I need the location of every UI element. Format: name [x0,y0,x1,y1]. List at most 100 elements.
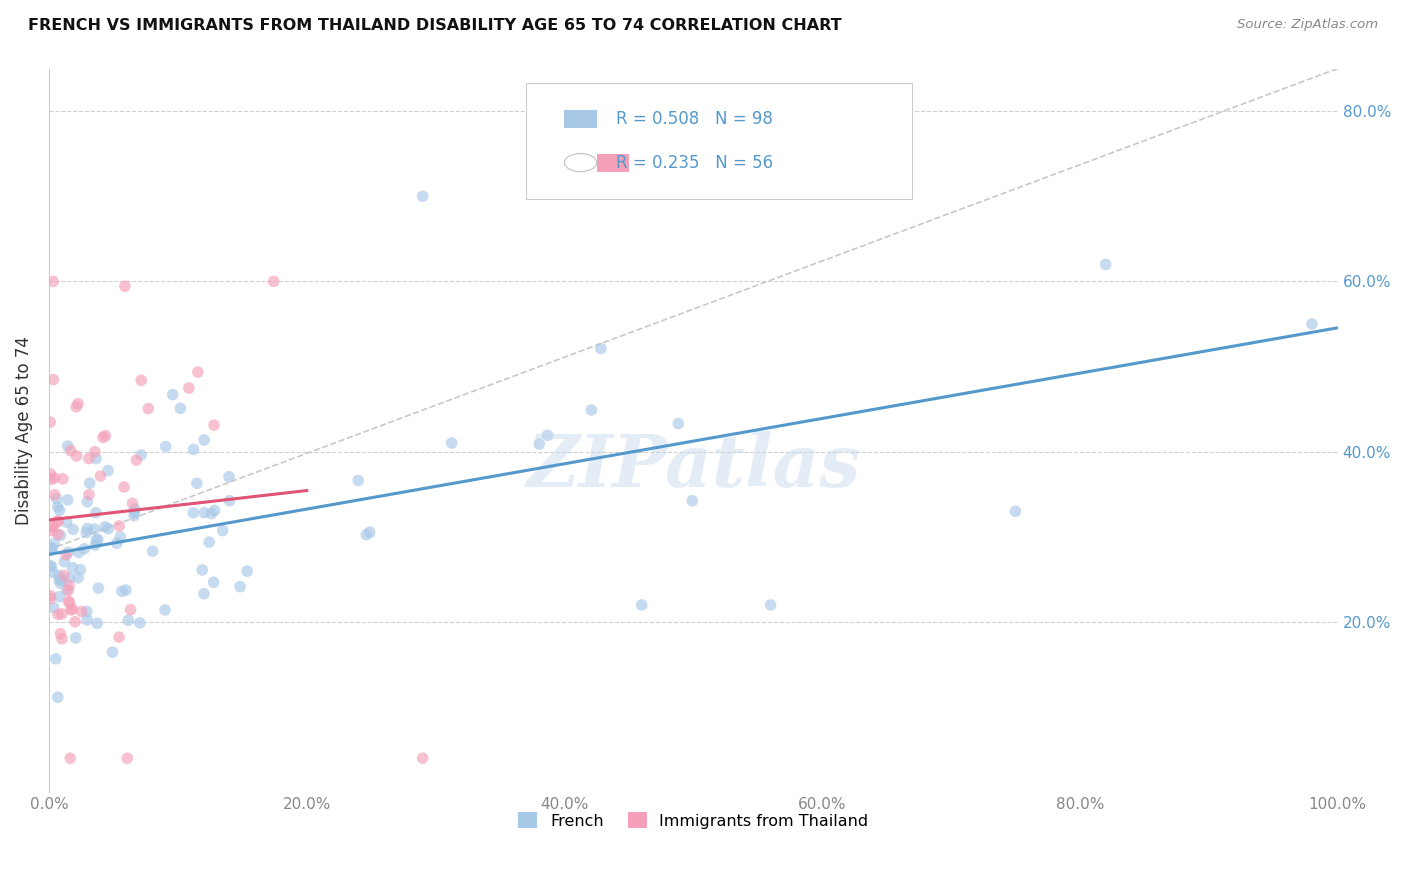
Point [46,514,69,528]
Point [39,543,62,558]
Point [83,522,105,536]
Point [83,444,105,458]
Point [218,470,240,484]
Point [48,573,70,587]
Point [108,519,131,533]
Point [65,400,87,414]
Point [49,528,72,542]
Point [41,559,63,574]
Point [59,596,82,610]
Point [84,506,107,520]
Point [41,541,63,555]
Text: ZIPatlas: ZIPatlas [526,431,860,502]
Point [759,598,782,612]
Point [183,442,205,457]
Point [153,603,176,617]
Point [162,387,184,401]
Point [136,401,159,416]
Point [630,598,652,612]
Point [89,469,111,483]
Point [359,525,381,540]
Point [191,563,214,577]
Point [48,590,70,604]
Point [1004,504,1026,518]
Point [1094,257,1116,271]
Point [45,652,67,666]
Point [62,523,84,537]
Text: Source: ZipAtlas.com: Source: ZipAtlas.com [1237,18,1378,31]
Point [412,751,434,765]
Point [187,365,209,379]
Point [94,520,117,534]
Point [44,488,66,502]
Legend: French, Immigrants from Thailand: French, Immigrants from Thailand [512,805,875,835]
Point [62,602,84,616]
Point [121,496,143,510]
Point [202,575,225,590]
Point [193,433,215,447]
Point [108,530,131,544]
Point [39,589,62,603]
Point [67,571,90,585]
Point [236,564,259,578]
Point [124,502,146,516]
Point [666,417,689,431]
Point [55,582,77,597]
Point [39,467,62,481]
Point [42,373,65,387]
Point [76,522,98,536]
Point [186,476,208,491]
Point [44,536,66,550]
Point [49,626,72,640]
Point [112,480,135,494]
Point [58,545,80,559]
Point [263,274,285,288]
FancyBboxPatch shape [526,83,912,199]
Point [101,645,124,659]
Point [60,603,83,617]
Point [177,381,200,395]
Point [117,613,139,627]
Point [86,616,108,631]
Point [204,503,226,517]
Point [105,536,128,550]
Point [536,428,558,442]
Point [111,584,134,599]
Point [46,527,69,541]
Point [155,440,177,454]
Point [41,541,63,556]
Point [45,491,67,506]
Point [42,520,65,534]
Point [42,274,65,288]
Point [65,449,87,463]
Point [59,443,82,458]
Point [42,600,65,615]
Point [73,541,96,556]
Point [58,583,80,598]
Point [589,342,612,356]
Point [44,471,66,485]
Circle shape [564,153,596,171]
Point [46,515,69,529]
Point [114,279,136,293]
Point [142,544,165,558]
Point [39,415,62,429]
Point [181,506,204,520]
Text: R = 0.508   N = 98: R = 0.508 N = 98 [616,111,773,128]
Point [120,603,142,617]
Point [122,508,145,523]
Point [87,533,110,547]
Point [39,519,62,533]
Point [46,690,69,705]
Point [356,527,378,541]
Point [97,522,120,536]
Point [412,189,434,203]
Point [48,568,70,582]
Point [129,448,152,462]
Point [41,524,63,538]
Point [84,451,107,466]
Y-axis label: Disability Age 65 to 74: Disability Age 65 to 74 [15,336,32,524]
Point [129,373,152,387]
Point [41,565,63,579]
Point [229,580,252,594]
